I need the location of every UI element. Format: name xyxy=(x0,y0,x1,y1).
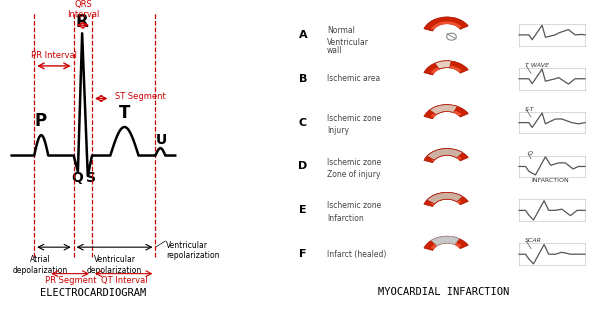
Text: Infarct (healed): Infarct (healed) xyxy=(327,250,386,259)
Wedge shape xyxy=(430,105,457,115)
Wedge shape xyxy=(424,17,469,31)
Text: Atrial
depolarization: Atrial depolarization xyxy=(12,255,67,275)
Wedge shape xyxy=(424,192,469,206)
Text: R: R xyxy=(76,13,89,31)
Text: E: E xyxy=(299,205,307,215)
Text: ELECTROCARDIOGRAM: ELECTROCARDIOGRAM xyxy=(40,288,146,298)
Text: Q: Q xyxy=(71,171,83,185)
Wedge shape xyxy=(431,109,461,118)
Text: Normal: Normal xyxy=(327,26,355,35)
Text: P: P xyxy=(34,112,46,130)
Wedge shape xyxy=(431,65,461,74)
Text: Ischemic zone: Ischemic zone xyxy=(327,114,381,123)
Text: B: B xyxy=(299,74,307,84)
Text: QT Interval: QT Interval xyxy=(101,276,147,285)
Text: PR Interval: PR Interval xyxy=(31,51,77,60)
Wedge shape xyxy=(427,192,463,204)
Text: Ischemic zone: Ischemic zone xyxy=(327,157,381,167)
Text: Injury: Injury xyxy=(327,126,349,135)
Wedge shape xyxy=(431,236,460,246)
Wedge shape xyxy=(431,241,461,249)
Text: F: F xyxy=(299,249,307,259)
Wedge shape xyxy=(424,148,469,163)
Wedge shape xyxy=(431,21,461,30)
Text: T WAVE: T WAVE xyxy=(525,63,549,68)
Text: T: T xyxy=(119,104,130,122)
Text: Ventricular: Ventricular xyxy=(327,38,369,47)
Text: QRS
Interval: QRS Interval xyxy=(67,0,99,19)
Wedge shape xyxy=(424,61,469,75)
Wedge shape xyxy=(427,148,463,160)
Text: INFARCTION: INFARCTION xyxy=(531,178,569,183)
Text: Q: Q xyxy=(528,150,533,156)
Text: Ventricular
depolarization: Ventricular depolarization xyxy=(87,255,142,275)
Text: PR Segment: PR Segment xyxy=(44,276,96,285)
Text: wall: wall xyxy=(327,46,343,55)
Text: Infarction: Infarction xyxy=(327,214,364,223)
Text: D: D xyxy=(298,161,308,171)
Text: Ischemic zone: Ischemic zone xyxy=(327,202,381,211)
Wedge shape xyxy=(431,197,461,205)
Text: Ischemic area: Ischemic area xyxy=(327,74,380,83)
Wedge shape xyxy=(431,153,461,161)
Text: SCAR: SCAR xyxy=(525,238,542,243)
Text: ST Segment: ST Segment xyxy=(115,92,166,101)
Wedge shape xyxy=(424,105,469,119)
Text: S: S xyxy=(86,171,95,185)
Text: C: C xyxy=(299,118,307,128)
Text: Zone of injury: Zone of injury xyxy=(327,170,380,179)
Text: S-T: S-T xyxy=(525,107,535,111)
Wedge shape xyxy=(424,236,469,250)
Text: U: U xyxy=(156,133,167,147)
Wedge shape xyxy=(434,61,451,69)
Text: A: A xyxy=(299,30,307,40)
Text: Ventricular
repolarization: Ventricular repolarization xyxy=(166,241,220,260)
Text: MYOCARDIAL INFARCTION: MYOCARDIAL INFARCTION xyxy=(379,287,509,297)
